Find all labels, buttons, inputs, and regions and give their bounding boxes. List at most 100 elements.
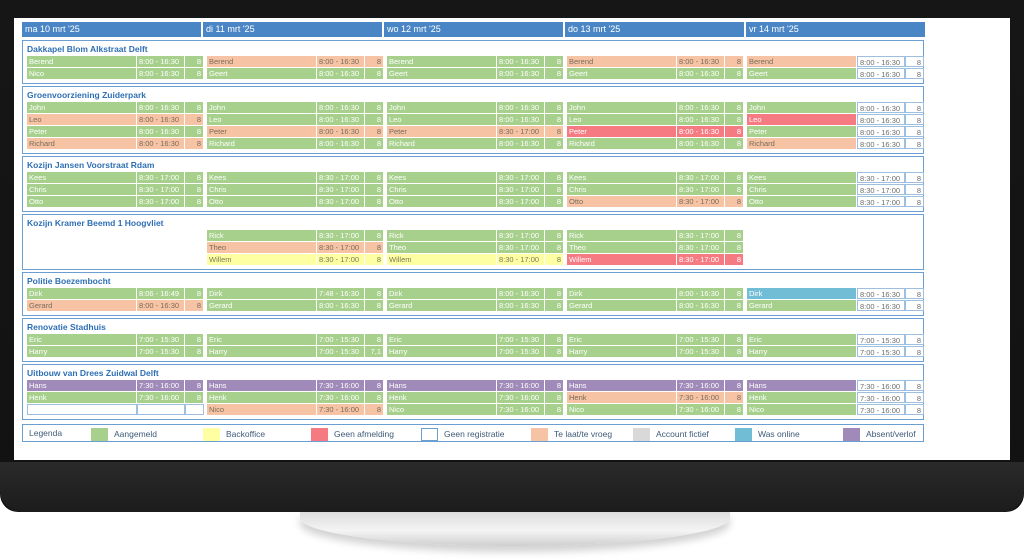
shift-cell[interactable] — [27, 404, 204, 415]
shift-cell[interactable]: Theo 8:30 - 17:00 8 — [567, 242, 744, 253]
shift-cell[interactable]: John 8:00 - 16:30 8 — [567, 102, 744, 113]
shift-cell[interactable]: Harry 7:00 - 15:30 8 — [567, 346, 744, 357]
shift-cell[interactable]: Otto 8:30 - 17:00 8 — [747, 196, 924, 207]
shift-cell[interactable]: Kees 8:30 - 17:00 8 — [27, 172, 204, 183]
shift-cell[interactable]: John 8:00 - 16:30 8 — [387, 102, 564, 113]
shift-cell[interactable]: Eric 7:00 - 15:30 8 — [747, 334, 924, 345]
shift-cell[interactable]: Chris 8:30 - 17:00 8 — [207, 184, 384, 195]
shift-cell[interactable]: Nico 7:30 - 16:00 8 — [747, 404, 924, 415]
shift-cell[interactable]: Berend 8:00 - 16:30 8 — [387, 56, 564, 67]
shift-cell[interactable]: Richard 8:00 - 16:30 8 — [207, 138, 384, 149]
shift-cell[interactable]: Berend 8:00 - 16:30 8 — [27, 56, 204, 67]
shift-cell[interactable]: Otto 8:30 - 17:00 8 — [567, 196, 744, 207]
shift-cell[interactable]: John 8:00 - 16:30 8 — [27, 102, 204, 113]
shift-cell[interactable]: Richard 8:00 - 16:30 8 — [567, 138, 744, 149]
shift-cell[interactable]: Geert 8:00 - 16:30 8 — [207, 68, 384, 79]
shift-cell[interactable]: Hans 7:30 - 16:00 8 — [747, 380, 924, 391]
shift-cell[interactable]: Nico 7:30 - 16:00 8 — [387, 404, 564, 415]
shift-cell[interactable]: Henk 7:30 - 16:00 8 — [207, 392, 384, 403]
shift-cell[interactable]: Hans 7:30 - 16:00 8 — [387, 380, 564, 391]
shift-cell[interactable]: Berend 8:00 - 16:30 8 — [747, 56, 924, 67]
project-title[interactable]: Dakkapel Blom Alkstraat Delft — [27, 44, 148, 54]
shift-cell[interactable]: Theo 8:30 - 17:00 8 — [387, 242, 564, 253]
shift-cell[interactable]: Gerard 8:00 - 16:30 8 — [27, 300, 204, 311]
shift-cell[interactable]: Willem 8:30 - 17:00 8 — [567, 254, 744, 265]
shift-cell[interactable]: Peter 8:30 - 17:00 8 — [387, 126, 564, 137]
shift-cell[interactable]: Henk 7:30 - 16:00 8 — [567, 392, 744, 403]
shift-cell[interactable]: Kees 8:30 - 17:00 8 — [387, 172, 564, 183]
shift-cell[interactable]: Henk 7:30 - 16:00 8 — [747, 392, 924, 403]
shift-cell[interactable]: Berend 8:00 - 16:30 8 — [207, 56, 384, 67]
shift-cell[interactable]: Peter 8:00 - 16:30 8 — [207, 126, 384, 137]
shift-cell[interactable]: Leo 8:00 - 16:30 8 — [747, 114, 924, 125]
shift-cell[interactable]: Otto 8:30 - 17:00 8 — [27, 196, 204, 207]
shift-cell[interactable]: Chris 8:30 - 17:00 8 — [567, 184, 744, 195]
shift-cell[interactable]: Leo 8:00 - 16:30 8 — [27, 114, 204, 125]
shift-cell[interactable]: Berend 8:00 - 16:30 8 — [567, 56, 744, 67]
shift-cell[interactable]: Kees 8:30 - 17:00 8 — [207, 172, 384, 183]
shift-cell[interactable]: Gerard 8:00 - 16:30 8 — [207, 300, 384, 311]
shift-cell[interactable]: Henk 7:30 - 16:00 8 — [27, 392, 204, 403]
shift-cell[interactable]: Gerard 8:00 - 16:30 8 — [387, 300, 564, 311]
shift-cell[interactable]: Theo 8:30 - 17:00 8 — [207, 242, 384, 253]
shift-cell[interactable]: Leo 8:00 - 16:30 8 — [387, 114, 564, 125]
employee-name: Henk — [27, 392, 137, 403]
shift-cell[interactable]: Eric 7:00 - 15:30 8 — [207, 334, 384, 345]
shift-cell[interactable]: John 8:00 - 16:30 8 — [747, 102, 924, 113]
shift-cell[interactable]: Otto 8:30 - 17:00 8 — [387, 196, 564, 207]
shift-cell[interactable]: Peter 8:00 - 16:30 8 — [27, 126, 204, 137]
shift-cell[interactable]: Dirk 7:48 - 16:30 8 — [207, 288, 384, 299]
shift-cell[interactable]: Peter 8:00 - 16:30 8 — [567, 126, 744, 137]
shift-cell[interactable]: Richard 8:00 - 16:30 8 — [27, 138, 204, 149]
shift-cell[interactable]: Chris 8:30 - 17:00 8 — [27, 184, 204, 195]
shift-cell[interactable]: Chris 8:30 - 17:00 8 — [747, 184, 924, 195]
shift-cell[interactable]: Willem 8:30 - 17:00 8 — [387, 254, 564, 265]
shift-cell[interactable]: Harry 7:00 - 15:30 8 — [27, 346, 204, 357]
shift-cell[interactable]: Hans 7:30 - 16:00 8 — [567, 380, 744, 391]
shift-cell[interactable]: Leo 8:00 - 16:30 8 — [207, 114, 384, 125]
shift-cell[interactable]: Henk 7:30 - 16:00 8 — [387, 392, 564, 403]
shift-cell[interactable]: Harry 7:00 - 15:30 7,1 — [207, 346, 384, 357]
shift-cell[interactable]: Willem 8:30 - 17:00 8 — [207, 254, 384, 265]
project-title[interactable]: Politie Boezembocht — [27, 276, 111, 286]
shift-cell[interactable]: Eric 7:00 - 15:30 8 — [567, 334, 744, 345]
shift-cell[interactable]: Dirk 8:00 - 16:30 8 — [567, 288, 744, 299]
shift-cell[interactable]: Harry 7:00 - 15:30 8 — [387, 346, 564, 357]
shift-cell[interactable]: Leo 8:00 - 16:30 8 — [567, 114, 744, 125]
shift-cell[interactable]: Nico 7:30 - 16:00 8 — [567, 404, 744, 415]
employee-name: Nico — [387, 404, 497, 415]
shift-cell[interactable]: Hans 7:30 - 16:00 8 — [207, 380, 384, 391]
project-title[interactable]: Kozijn Jansen Voorstraat Rdam — [27, 160, 155, 170]
shift-cell[interactable]: Dirk 8:06 - 16:49 8 — [27, 288, 204, 299]
shift-cell[interactable]: Rick 8:30 - 17:00 8 — [387, 230, 564, 241]
shift-cell[interactable]: Gerard 8:00 - 16:30 8 — [567, 300, 744, 311]
shift-cell[interactable]: Chris 8:30 - 17:00 8 — [387, 184, 564, 195]
project-title[interactable]: Kozijn Kramer Beemd 1 Hoogvliet — [27, 218, 164, 228]
shift-cell[interactable]: Kees 8:30 - 17:00 8 — [567, 172, 744, 183]
shift-cell[interactable]: Rick 8:30 - 17:00 8 — [207, 230, 384, 241]
legend-swatch — [633, 427, 650, 441]
shift-cell[interactable]: Nico 7:30 - 16:00 8 — [207, 404, 384, 415]
shift-cell[interactable]: Eric 7:00 - 15:30 8 — [387, 334, 564, 345]
project-title[interactable]: Uitbouw van Drees Zuidwal Delft — [27, 368, 159, 378]
shift-cell[interactable]: Richard 8:00 - 16:30 8 — [387, 138, 564, 149]
shift-cell[interactable]: Geert 8:00 - 16:30 8 — [387, 68, 564, 79]
shift-time: 8:00 - 16:30 — [137, 138, 185, 149]
shift-cell[interactable]: Harry 7:00 - 15:30 8 — [747, 346, 924, 357]
shift-cell[interactable]: Otto 8:30 - 17:00 8 — [207, 196, 384, 207]
shift-cell[interactable]: Eric 7:00 - 15:30 8 — [27, 334, 204, 345]
shift-cell[interactable]: Geert 8:00 - 16:30 8 — [747, 68, 924, 79]
shift-cell[interactable]: Dirk 8:00 - 16:30 8 — [387, 288, 564, 299]
shift-cell[interactable]: Dirk 8:00 - 16:30 8 — [747, 288, 924, 299]
shift-cell[interactable]: Peter 8:00 - 16:30 8 — [747, 126, 924, 137]
shift-cell[interactable]: Geert 8:00 - 16:30 8 — [567, 68, 744, 79]
shift-cell[interactable]: John 8:00 - 16:30 8 — [207, 102, 384, 113]
project-title[interactable]: Renovatie Stadhuis — [27, 322, 106, 332]
shift-cell[interactable]: Kees 8:30 - 17:00 8 — [747, 172, 924, 183]
shift-cell[interactable]: Rick 8:30 - 17:00 8 — [567, 230, 744, 241]
shift-cell[interactable]: Gerard 8:00 - 16:30 8 — [747, 300, 924, 311]
project-title[interactable]: Groenvoorziening Zuiderpark — [27, 90, 147, 100]
shift-cell[interactable]: Richard 8:00 - 16:30 8 — [747, 138, 924, 149]
shift-cell[interactable]: Nico 8:00 - 16:30 8 — [27, 68, 204, 79]
shift-cell[interactable]: Hans 7:30 - 16:00 8 — [27, 380, 204, 391]
